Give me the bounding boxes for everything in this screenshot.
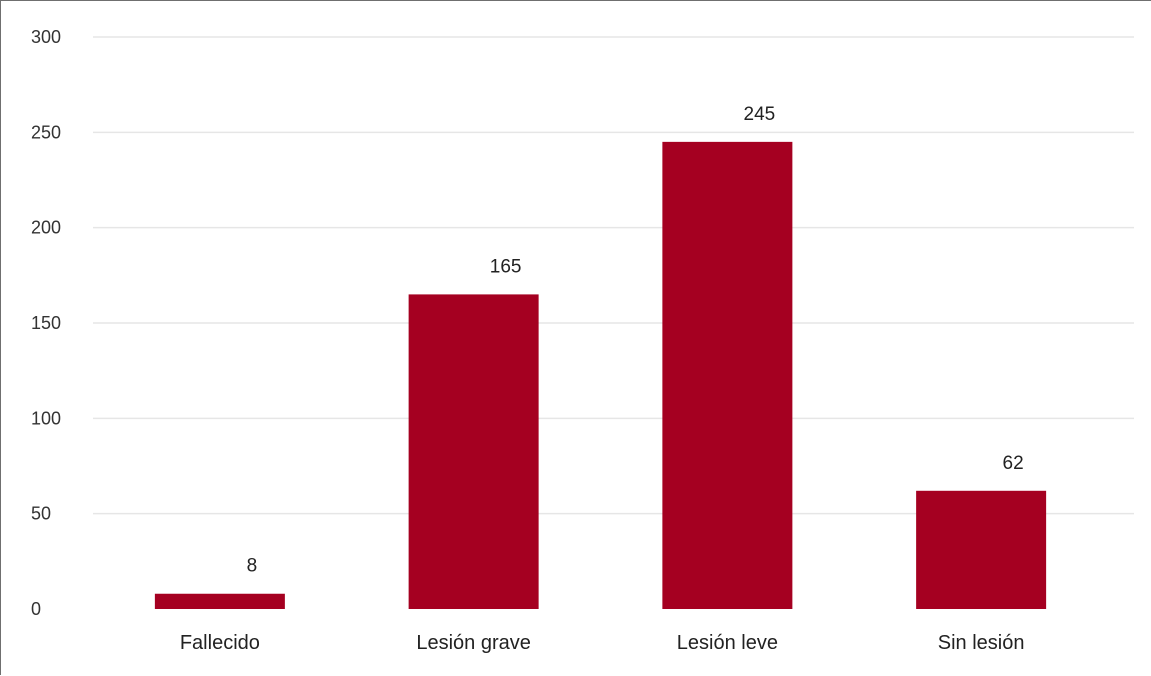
y-tick-label: 200 [31,218,61,238]
data-label: 165 [490,256,522,277]
y-tick-label: 300 [31,27,61,47]
y-tick-label: 0 [31,599,41,619]
bar [154,593,285,609]
bar [408,294,539,609]
category-label: Fallecido [180,632,260,654]
bar [662,141,793,609]
category-label: Sin lesión [938,632,1025,654]
y-tick-label: 50 [31,504,51,524]
category-label: Lesión grave [416,632,531,654]
gridlines [93,36,1134,515]
data-label: 62 [1003,453,1024,474]
bar [916,490,1047,609]
y-tick-label: 100 [31,408,61,428]
bars [154,141,1047,609]
y-tick-label: 250 [31,122,61,142]
category-label: Lesión leve [677,632,778,654]
data-label: 8 [247,556,258,577]
data-labels: 8 165 245 62 [247,104,1024,577]
y-tick-label: 150 [31,313,61,333]
x-axis-labels: Fallecido Lesión grave Lesión leve Sin lesi… [180,632,1025,654]
y-axis-ticks: 0 50 100 150 200 250 300 [31,27,61,619]
data-label: 245 [744,104,776,125]
